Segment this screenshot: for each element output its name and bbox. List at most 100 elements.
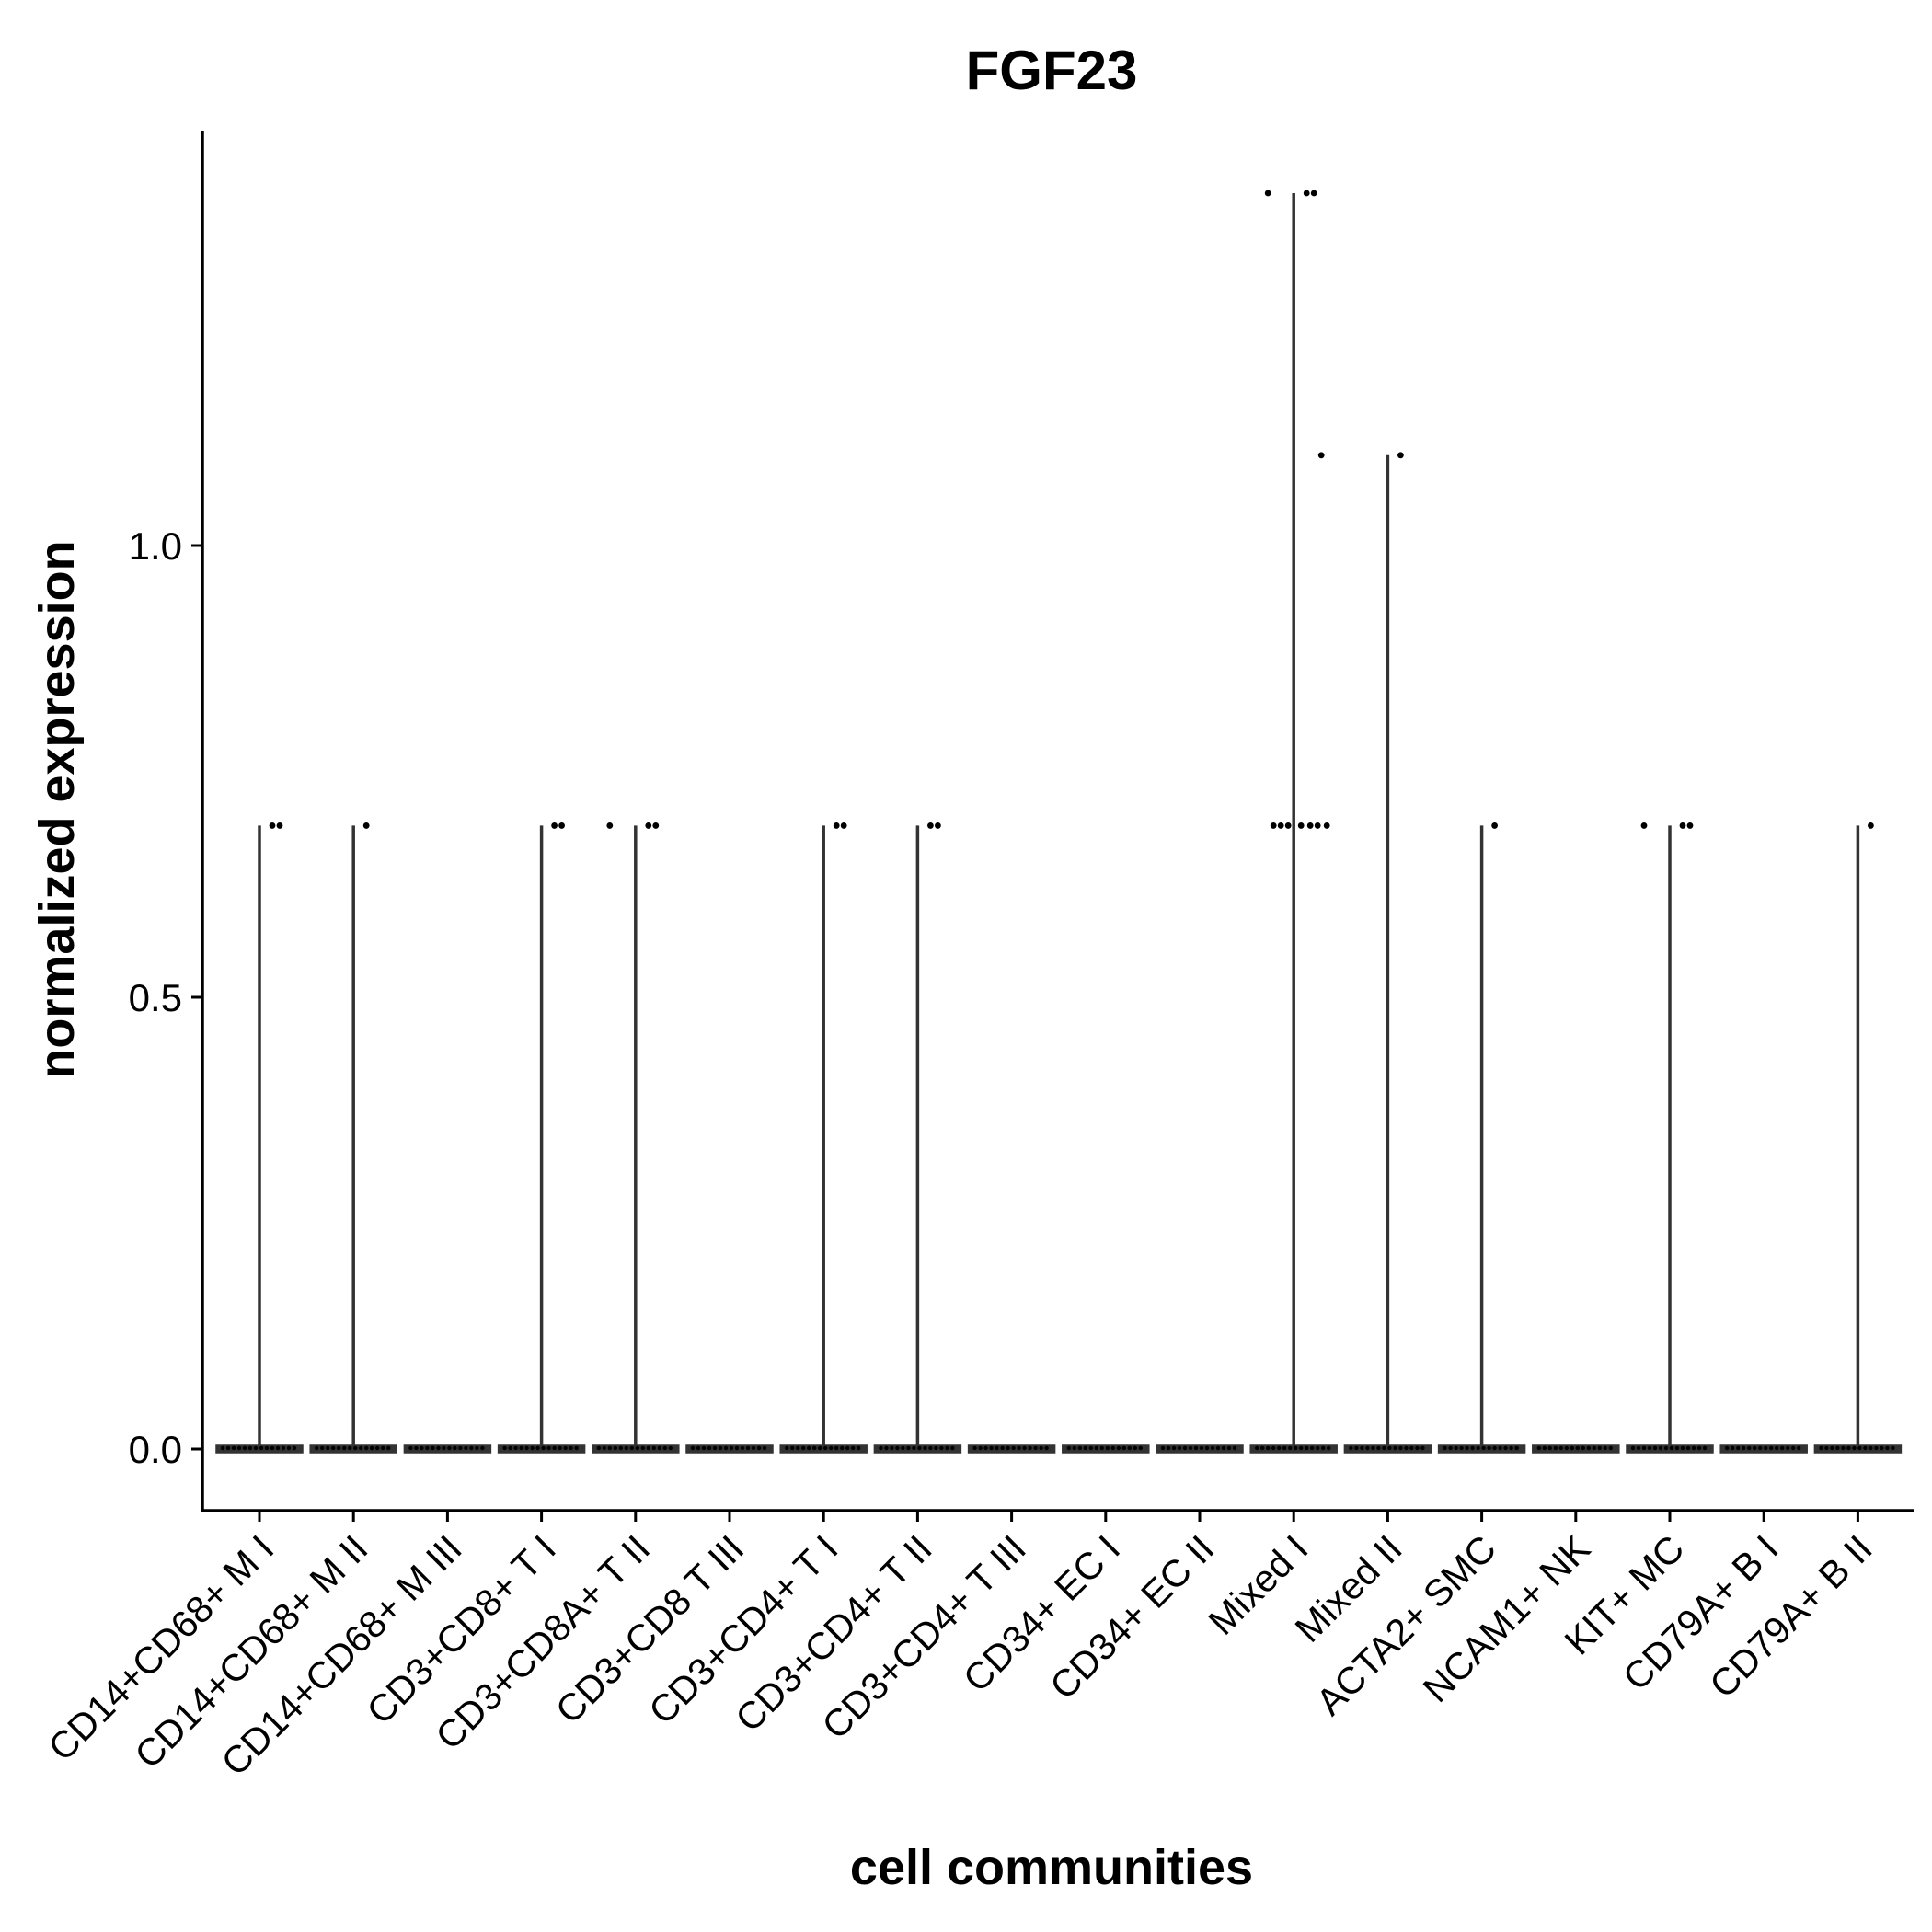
data-point (1630, 1445, 1636, 1451)
data-point (508, 1445, 512, 1451)
data-point (840, 1445, 845, 1451)
data-point (989, 1445, 994, 1451)
data-point (729, 1445, 734, 1451)
data-point (469, 1445, 474, 1451)
data-point (464, 1445, 468, 1451)
data-point (1160, 1445, 1166, 1451)
data-point (1885, 1445, 1890, 1451)
data-point (269, 822, 276, 829)
data-point (790, 1445, 795, 1451)
data-point (1868, 822, 1874, 829)
data-point (651, 1445, 656, 1451)
data-point (447, 1445, 452, 1451)
data-point (1420, 1445, 1425, 1451)
data-point (712, 1445, 718, 1451)
data-point (1199, 1445, 1204, 1451)
data-point (602, 1445, 606, 1451)
chart-title: FGF23 (966, 40, 1138, 101)
data-point (1647, 1445, 1652, 1451)
data-point (1679, 822, 1686, 829)
data-point (1736, 1445, 1741, 1451)
data-point (1514, 1445, 1519, 1451)
data-point (1255, 1445, 1259, 1451)
data-point (253, 1445, 259, 1451)
data-point (1841, 1445, 1846, 1451)
data-point (818, 1445, 822, 1451)
data-point (762, 1445, 767, 1451)
violin-base (685, 1444, 774, 1454)
data-point (690, 1445, 696, 1451)
data-point (1011, 1445, 1016, 1451)
data-point (1321, 1445, 1326, 1451)
data-point (751, 1445, 756, 1451)
data-point (1166, 1445, 1171, 1451)
data-point (945, 1445, 949, 1451)
y-ticks: 0.0 0.5 1.0 (129, 524, 202, 1471)
data-point (668, 1445, 673, 1451)
violin-base (967, 1444, 1056, 1454)
data-point (1852, 1445, 1857, 1451)
data-point (1299, 1445, 1304, 1451)
x-tick-label: CD34+ EC II (1041, 1527, 1222, 1708)
data-point (646, 1445, 650, 1451)
y-axis-label: normalized expression (29, 540, 85, 1078)
data-point (1542, 1445, 1547, 1451)
data-point (613, 1445, 617, 1451)
data-point (1116, 1445, 1121, 1451)
data-point (1077, 1445, 1083, 1451)
data-point (901, 1445, 905, 1451)
data-point (934, 1445, 938, 1451)
data-point (1221, 1445, 1226, 1451)
data-point (220, 1445, 225, 1451)
data-point (558, 1445, 562, 1451)
data-point (431, 1445, 435, 1451)
data-point (1099, 1445, 1105, 1451)
data-point (1310, 190, 1317, 197)
data-point (1188, 1445, 1193, 1451)
data-point (281, 1445, 286, 1451)
data-point (879, 1445, 883, 1451)
data-point (1277, 822, 1284, 829)
data-point (1376, 1445, 1381, 1451)
data-point (801, 1445, 806, 1451)
data-point (1288, 1445, 1293, 1451)
data-point (247, 1445, 253, 1451)
data-point (857, 1445, 861, 1451)
data-point (1869, 1445, 1873, 1451)
data-point (890, 1445, 894, 1451)
data-point (420, 1445, 424, 1451)
data-point (1570, 1445, 1575, 1451)
data-point (1769, 1445, 1774, 1451)
data-point (701, 1445, 707, 1451)
data-point (320, 1445, 325, 1451)
data-point (342, 1445, 347, 1451)
data-point (1072, 1445, 1077, 1451)
data-point (1830, 1445, 1834, 1451)
data-point (1669, 1445, 1674, 1451)
data-point (1857, 1445, 1862, 1451)
data-point (275, 1445, 281, 1451)
data-point (1503, 1445, 1508, 1451)
data-point (1133, 1445, 1138, 1451)
data-point (978, 1445, 983, 1451)
data-point (1481, 1445, 1486, 1451)
data-point (348, 1445, 352, 1451)
data-point (851, 1445, 856, 1451)
data-point (1398, 1445, 1403, 1451)
data-point (840, 822, 847, 829)
violin-base (1719, 1444, 1808, 1454)
data-point (1652, 1445, 1658, 1451)
data-point (1558, 1445, 1564, 1451)
data-point (480, 1445, 485, 1451)
data-point (236, 1445, 242, 1451)
data-point (1226, 1445, 1232, 1451)
data-point (624, 1445, 628, 1451)
data-point (286, 1445, 292, 1451)
data-point (1006, 1445, 1010, 1451)
data-point (1819, 1445, 1823, 1451)
violin-base (403, 1444, 492, 1454)
data-point (652, 822, 660, 829)
data-point (1294, 1445, 1298, 1451)
data-point (912, 1445, 916, 1451)
data-point (475, 1445, 479, 1451)
